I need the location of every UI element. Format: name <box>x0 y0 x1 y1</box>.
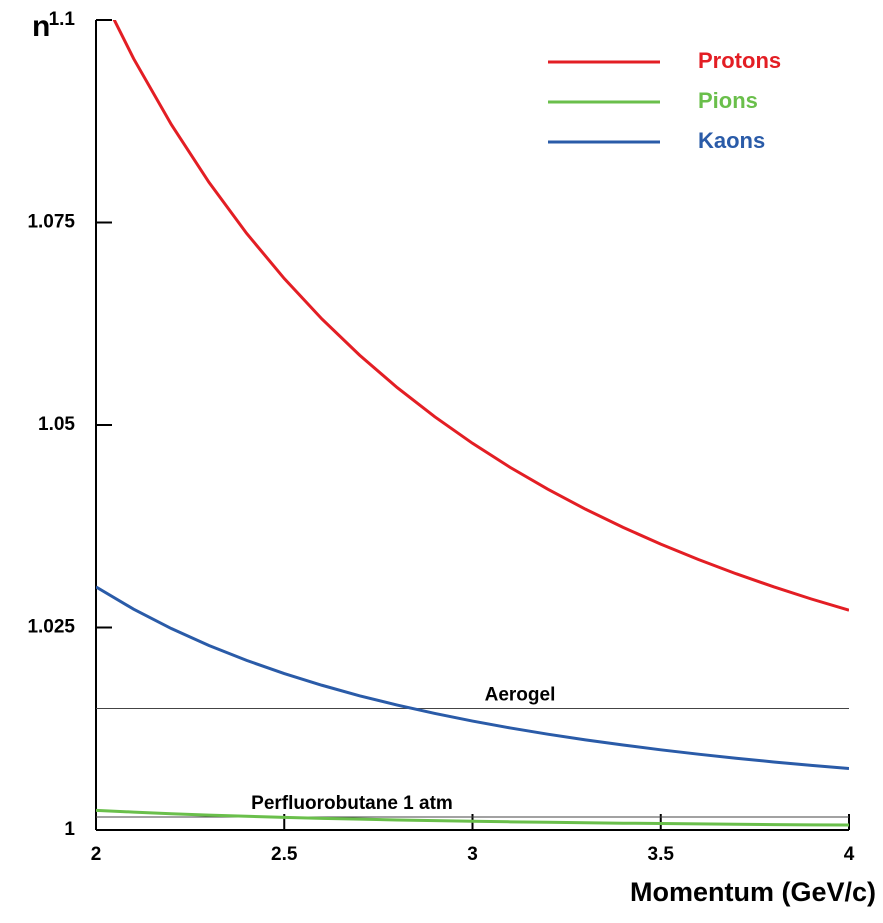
legend-label: Protons <box>698 48 781 73</box>
y-tick-label: 1.1 <box>49 9 76 30</box>
series-line <box>96 585 849 771</box>
x-tick-label: 3 <box>467 844 478 865</box>
x-axis-title: Momentum (GeV/c) <box>630 877 876 907</box>
reference-label: Aerogel <box>485 685 556 706</box>
series-line <box>96 808 849 827</box>
x-tick-label: 2.5 <box>271 844 298 865</box>
x-tick-label: 4 <box>844 844 855 865</box>
y-tick-label: 1.025 <box>27 617 75 638</box>
y-tick-label: 1.075 <box>27 212 75 233</box>
x-tick-label: 2 <box>91 844 102 865</box>
series-line <box>112 20 849 612</box>
y-axis-title: n <box>32 10 50 43</box>
reference-label: Perfluorobutane 1 atm <box>251 793 453 814</box>
x-tick-label: 3.5 <box>648 844 675 865</box>
legend-label: Kaons <box>698 128 765 153</box>
y-tick-label: 1.05 <box>38 414 75 435</box>
legend-label: Pions <box>698 88 758 113</box>
y-tick-label: 1 <box>64 819 75 840</box>
